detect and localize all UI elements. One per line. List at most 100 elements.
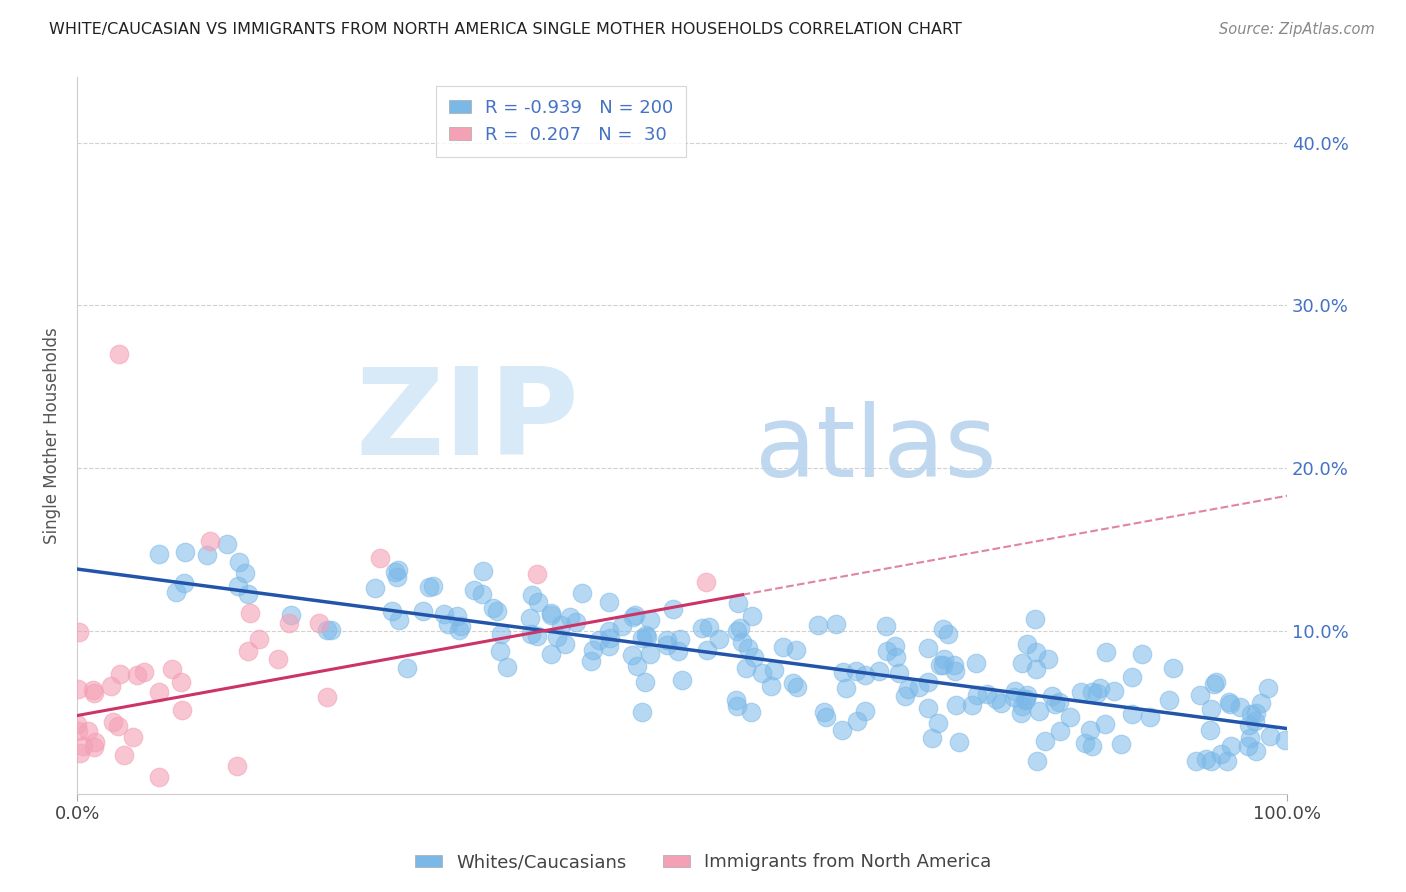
Point: [1237, 739, 1260, 753]
Point: [1218, 695, 1240, 709]
Point: [707, 632, 730, 646]
Point: [636, 630, 658, 644]
Point: [1024, 612, 1046, 626]
Point: [280, 608, 302, 623]
Point: [395, 661, 418, 675]
Point: [813, 706, 835, 720]
Point: [807, 617, 830, 632]
Point: [832, 665, 855, 679]
Point: [742, 650, 765, 665]
Point: [824, 616, 846, 631]
Point: [82, 683, 104, 698]
Point: [1109, 737, 1132, 751]
Point: [772, 640, 794, 654]
Point: [83, 734, 105, 748]
Point: [598, 640, 620, 654]
Point: [1102, 683, 1125, 698]
Point: [785, 643, 807, 657]
Point: [236, 644, 259, 658]
Point: [122, 730, 145, 744]
Point: [1195, 752, 1218, 766]
Point: [489, 644, 512, 658]
Point: [1229, 699, 1251, 714]
Point: [540, 607, 562, 621]
Point: [965, 656, 987, 670]
Point: [1246, 706, 1268, 720]
Point: [1036, 652, 1059, 666]
Point: [101, 714, 124, 729]
Point: [112, 748, 135, 763]
Point: [489, 626, 512, 640]
Point: [226, 579, 249, 593]
Point: [267, 651, 290, 665]
Point: [932, 658, 955, 673]
Point: [1094, 717, 1116, 731]
Point: [72, 739, 94, 753]
Point: [669, 632, 692, 646]
Point: [173, 576, 195, 591]
Point: [550, 617, 572, 632]
Point: [554, 637, 576, 651]
Text: Source: ZipAtlas.com: Source: ZipAtlas.com: [1219, 22, 1375, 37]
Point: [638, 613, 661, 627]
Point: [1139, 710, 1161, 724]
Point: [308, 615, 330, 630]
Point: [1219, 697, 1241, 711]
Point: [496, 660, 519, 674]
Point: [943, 658, 966, 673]
Point: [165, 584, 187, 599]
Point: [148, 685, 170, 699]
Point: [67, 682, 90, 697]
Point: [170, 675, 193, 690]
Point: [527, 595, 550, 609]
Point: [449, 623, 471, 637]
Point: [762, 664, 785, 678]
Point: [228, 554, 250, 568]
Point: [666, 644, 689, 658]
Point: [450, 619, 472, 633]
Point: [815, 710, 838, 724]
Point: [1239, 731, 1261, 745]
Point: [725, 693, 748, 707]
Point: [976, 687, 998, 701]
Point: [1095, 644, 1118, 658]
Point: [558, 610, 581, 624]
Point: [782, 676, 804, 690]
Point: [917, 701, 939, 715]
Point: [845, 664, 868, 678]
Point: [239, 606, 262, 620]
Point: [132, 665, 155, 680]
Point: [385, 569, 408, 583]
Point: [1201, 754, 1223, 768]
Point: [1040, 689, 1063, 703]
Point: [630, 705, 652, 719]
Point: [1047, 695, 1070, 709]
Point: [579, 654, 602, 668]
Point: [1185, 754, 1208, 768]
Point: [990, 696, 1012, 710]
Point: [690, 621, 713, 635]
Point: [66, 723, 89, 738]
Point: [1033, 734, 1056, 748]
Point: [1161, 660, 1184, 674]
Point: [921, 731, 943, 746]
Point: [1199, 723, 1222, 737]
Point: [634, 628, 657, 642]
Point: [845, 714, 868, 728]
Point: [1010, 706, 1032, 720]
Point: [598, 624, 620, 638]
Point: [1244, 743, 1267, 757]
Y-axis label: Single Mother Households: Single Mother Households: [44, 327, 60, 544]
Point: [1015, 637, 1038, 651]
Point: [696, 643, 718, 657]
Point: [786, 680, 808, 694]
Point: [1250, 697, 1272, 711]
Point: [546, 630, 568, 644]
Point: [1121, 706, 1143, 721]
Point: [66, 717, 89, 731]
Point: [875, 619, 897, 633]
Point: [695, 575, 717, 590]
Point: [1026, 754, 1049, 768]
Point: [173, 545, 195, 559]
Point: [127, 668, 149, 682]
